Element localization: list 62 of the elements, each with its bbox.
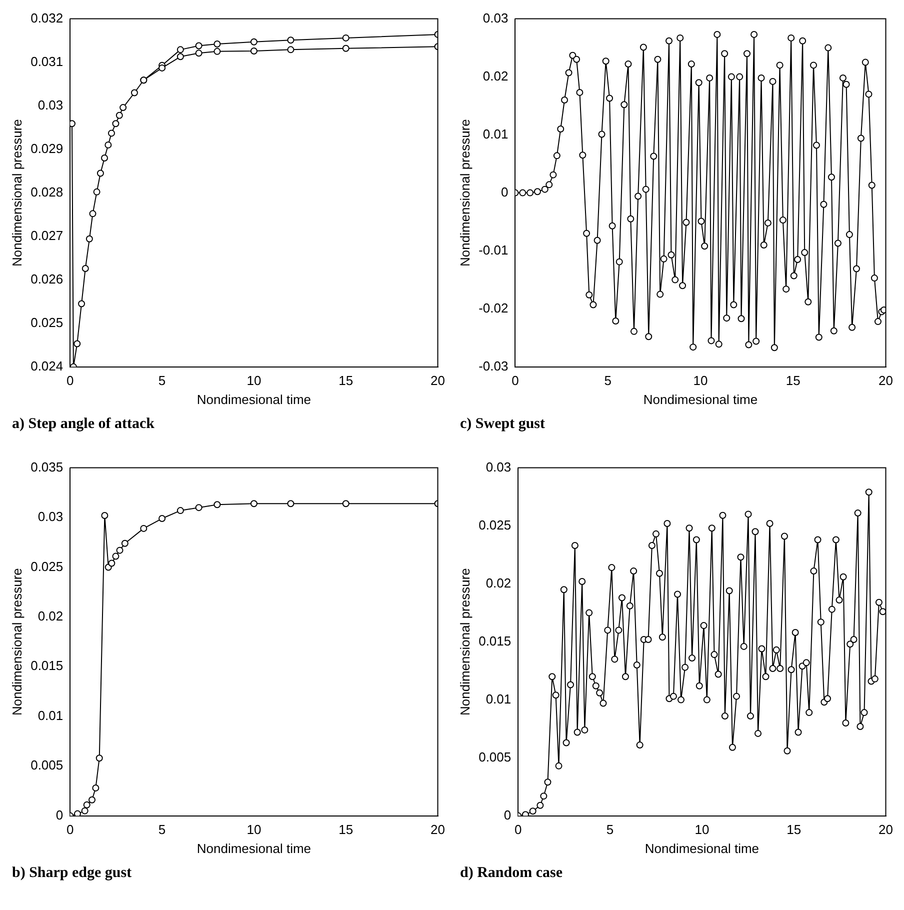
x-tick-label: 5 xyxy=(606,822,614,838)
y-tick-label: 0.026 xyxy=(30,271,64,286)
y-tick-label: 0.025 xyxy=(478,517,512,532)
x-tick-label: 5 xyxy=(604,373,612,388)
y-tick-label: -0.02 xyxy=(478,300,508,316)
y-tick-label: 0.027 xyxy=(30,228,64,243)
y-tick-label: 0.015 xyxy=(30,658,64,674)
x-tick-label: 15 xyxy=(338,373,354,388)
y-axis-title: Nondimensional pressure xyxy=(457,119,472,267)
x-axis-title: Nondimesional time xyxy=(643,392,758,407)
y-tick-label: 0.024 xyxy=(30,358,64,374)
y-tick-label: 0.03 xyxy=(482,10,508,26)
x-tick-label: 10 xyxy=(246,373,262,388)
x-tick-label: 20 xyxy=(430,822,446,838)
text: a) Step angle of attack xyxy=(11,416,156,433)
y-tick-label: 0.029 xyxy=(30,140,64,156)
y-tick-label: 0.015 xyxy=(478,633,512,648)
y-axis-title: Nondimensional pressure xyxy=(9,568,24,716)
y-tick-label: 0.035 xyxy=(30,459,64,474)
y-tick-label: 0.03 xyxy=(486,459,512,474)
y-tick-label: 0.031 xyxy=(30,54,64,69)
y-tick-label: -0.01 xyxy=(478,242,508,258)
x-tick-label: 20 xyxy=(878,822,894,838)
y-tick-label: 0.02 xyxy=(486,575,512,590)
x-tick-label: 10 xyxy=(693,373,708,388)
x-tick-label: 15 xyxy=(786,373,800,388)
x-tick-label: 10 xyxy=(246,822,262,838)
y-tick-label: 0.032 xyxy=(30,10,64,26)
y-tick-label: 0.025 xyxy=(30,314,64,330)
y-tick-label: -0.03 xyxy=(478,358,508,374)
y-tick-label: 0.025 xyxy=(30,558,64,574)
y-tick-label: 0.01 xyxy=(486,691,512,706)
y-tick-label: 0 xyxy=(56,807,64,822)
y-tick-label: 0.005 xyxy=(30,758,64,773)
y-tick-label: 0 xyxy=(500,184,508,200)
x-tick-label: 5 xyxy=(158,373,166,388)
y-tick-label: 0.03 xyxy=(38,97,64,112)
x-tick-label: 0 xyxy=(66,822,74,838)
y-tick-label: 0.005 xyxy=(478,749,512,764)
x-tick-label: 20 xyxy=(878,373,894,388)
y-axis-title: Nondimensional pressure xyxy=(9,119,24,267)
y-axis-title: Nondimensional pressure xyxy=(457,568,472,716)
y-tick-label: 0.01 xyxy=(482,126,508,142)
x-tick-label: 0 xyxy=(66,373,74,388)
y-tick-label: 0 xyxy=(504,807,512,822)
y-tick-label: 0.03 xyxy=(38,509,64,524)
x-axis-title: Nondimesional time xyxy=(644,840,760,856)
x-tick-label: 0 xyxy=(514,822,522,838)
x-tick-label: 15 xyxy=(786,822,802,838)
y-tick-label: 0.02 xyxy=(482,68,508,84)
x-axis-title: Nondimesional time xyxy=(196,392,312,407)
x-tick-label: 15 xyxy=(338,822,354,838)
text: c) Swept gust xyxy=(459,416,546,433)
text: b) Sharp edge gust xyxy=(11,865,133,882)
x-tick-label: 10 xyxy=(694,822,710,838)
x-tick-label: 20 xyxy=(430,373,446,388)
x-axis-title: Nondimesional time xyxy=(196,840,312,856)
x-tick-label: 5 xyxy=(158,822,166,838)
y-tick-label: 0.02 xyxy=(38,608,64,624)
y-tick-label: 0.028 xyxy=(30,184,64,200)
text: d) Random case xyxy=(459,865,564,882)
y-tick-label: 0.01 xyxy=(38,708,64,723)
